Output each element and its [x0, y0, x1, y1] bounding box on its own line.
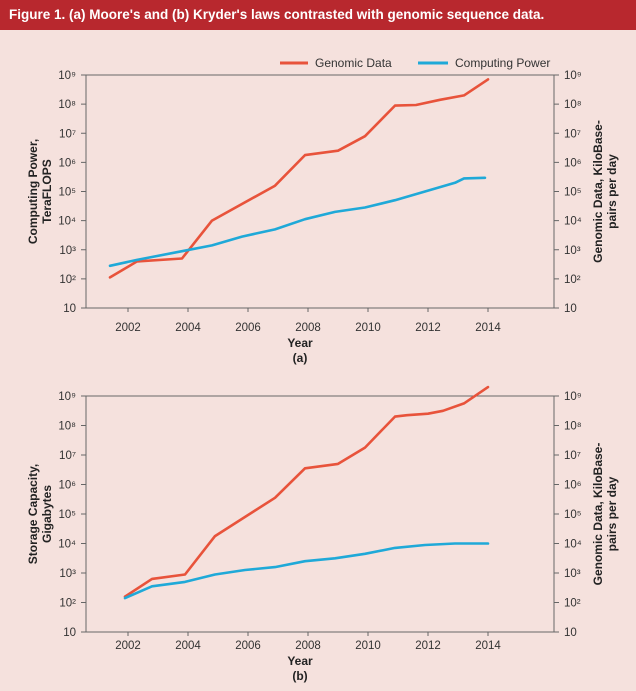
x-tick-label: 2012: [415, 322, 441, 334]
chart-panel-b: 10 10 10² 10² 10³ 10³ 10⁴ 10⁴ 10⁵ 10⁵ 10⁶ 10⁶ 10⁷ 10⁷…: [26, 385, 619, 683]
x-tick-label: 2002: [115, 640, 141, 652]
y-tick-label-right: 10: [564, 303, 577, 315]
series-line-computing-power: [108, 176, 487, 268]
legend-computing-label: Computing Power: [455, 56, 550, 70]
plot-frame: [85, 395, 555, 633]
x-tick-label: 2010: [355, 322, 381, 334]
y-tick-label-left: 10: [63, 303, 76, 315]
y-tick-label-right: 10⁵: [564, 509, 582, 521]
y-tick-label-right: 10⁵: [564, 187, 582, 199]
x-axis-label: Year: [287, 654, 313, 668]
y-axis-label-left-line: Computing Power,: [26, 139, 40, 244]
y-tick-label-left: 10⁴: [58, 216, 76, 228]
y-tick-label-left: 10⁶: [58, 157, 76, 169]
y-tick-label-right: 10³: [564, 568, 581, 580]
y-tick-label-right: 10⁷: [564, 128, 581, 140]
y-axis-label-left-line: TeraFLOPS: [40, 159, 54, 223]
figure-title: Figure 1. (a) Moore's and (b) Kryder's l…: [0, 0, 636, 30]
series-line-genomic-data: [123, 385, 490, 598]
x-tick-label: 2008: [295, 322, 321, 334]
y-tick-label-right: 10³: [564, 245, 581, 257]
x-tick-label: 2004: [175, 640, 201, 652]
y-tick-label-right: 10: [564, 627, 577, 639]
legend-genomic-label: Genomic Data: [315, 56, 392, 70]
y-tick-label-left: 10²: [59, 598, 76, 610]
x-tick-label: 2014: [475, 322, 501, 334]
series-line-genomic-data: [108, 78, 490, 279]
y-tick-label-right: 10⁶: [564, 157, 582, 169]
y-axis-label-left: Storage Capacity,Gigabytes: [26, 464, 54, 564]
y-tick-label-left: 10⁷: [59, 450, 76, 462]
x-axis-label: Year: [287, 336, 313, 350]
y-tick-label-right: 10⁴: [564, 539, 582, 551]
y-axis-label-left-line: Gigabytes: [40, 485, 54, 543]
y-tick-label-left: 10⁶: [58, 480, 76, 492]
x-tick-label: 2012: [415, 640, 441, 652]
y-tick-label-right: 10⁸: [564, 421, 582, 433]
chart-panel-a: 10 10 10² 10² 10³ 10³ 10⁴ 10⁴ 10⁵ 10⁵ 10⁶ 10⁶ 10⁷ 10⁷…: [26, 70, 619, 365]
x-tick-label: 2004: [175, 322, 201, 334]
y-tick-label-left: 10⁷: [59, 128, 76, 140]
y-axis-label-right-line: Genomic Data, KiloBase-: [591, 120, 605, 263]
y-axis-label-right: Genomic Data, KiloBase-pairs per day: [591, 120, 619, 263]
y-axis-label-left: Computing Power,TeraFLOPS: [26, 139, 54, 244]
y-tick-label-left: 10⁹: [58, 70, 76, 82]
x-tick-label: 2006: [235, 322, 261, 334]
y-tick-label-left: 10⁵: [58, 509, 76, 521]
panel-label: (a): [293, 351, 308, 365]
y-tick-label-right: 10⁶: [564, 480, 582, 492]
y-axis-label-right: Genomic Data, KiloBase-pairs per day: [591, 443, 619, 586]
y-tick-label-right: 10⁸: [564, 99, 582, 111]
y-tick-label-right: 10²: [564, 274, 581, 286]
y-axis-label-left-line: Storage Capacity,: [26, 464, 40, 564]
plot-frame: [85, 74, 555, 309]
y-tick-label-left: 10²: [59, 274, 76, 286]
panel-label: (b): [292, 669, 307, 683]
y-tick-label-left: 10⁹: [58, 391, 76, 403]
y-tick-label-right: 10⁹: [564, 70, 582, 82]
x-tick-label: 2014: [475, 640, 501, 652]
x-tick-label: 2006: [235, 640, 261, 652]
y-tick-label-right: 10²: [564, 598, 581, 610]
series-line-storage-capacity: [123, 542, 490, 600]
y-tick-label-left: 10⁸: [58, 421, 76, 433]
y-tick-label-left: 10³: [59, 245, 76, 257]
y-tick-label-left: 10⁴: [58, 539, 76, 551]
x-tick-label: 2002: [115, 322, 141, 334]
y-tick-label-right: 10⁹: [564, 391, 582, 403]
y-tick-label-right: 10⁷: [564, 450, 581, 462]
x-tick-label: 2008: [295, 640, 321, 652]
y-tick-label-left: 10⁵: [58, 187, 76, 199]
y-axis-label-right-line: pairs per day: [605, 154, 619, 229]
y-tick-label-left: 10: [63, 627, 76, 639]
y-tick-label-left: 10³: [59, 568, 76, 580]
legend: Genomic Data Computing Power: [280, 56, 550, 70]
y-tick-label-right: 10⁴: [564, 216, 582, 228]
y-axis-label-right-line: Genomic Data, KiloBase-: [591, 443, 605, 586]
y-axis-label-right-line: pairs per day: [605, 476, 619, 551]
x-tick-label: 2010: [355, 640, 381, 652]
y-tick-label-left: 10⁸: [58, 99, 76, 111]
